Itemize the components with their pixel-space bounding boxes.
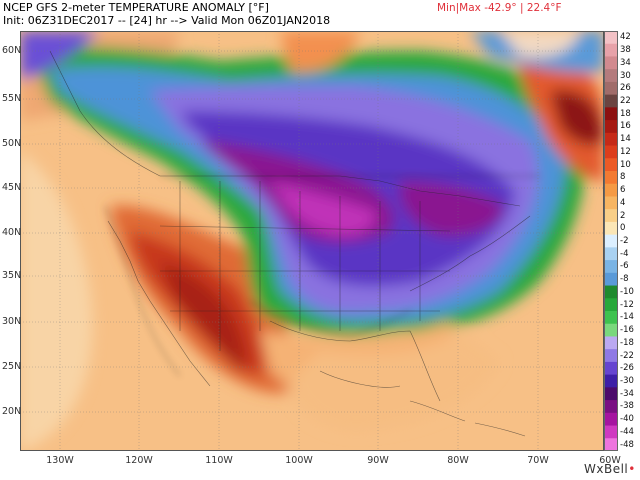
colorbar-label: -12 [620,299,634,310]
graticule [20,31,604,451]
chart-title: NCEP GFS 2-meter TEMPERATURE ANOMALY [°F… [3,1,269,14]
colorbar-label: -22 [620,350,634,361]
colorbar-label: 12 [620,146,631,157]
colorbar-label: -48 [620,439,634,450]
colorbar-label: -38 [620,401,634,412]
colorbar-swatch [604,81,618,96]
colorbar-label: 6 [620,185,626,196]
colorbar [604,31,618,451]
colorbar-swatch [604,285,618,299]
colorbar-swatch [604,311,618,325]
colorbar-label: 34 [620,57,631,68]
colorbar-label: 8 [620,172,626,183]
temperature-anomaly-map [20,31,604,451]
colorbar-label: -14 [620,312,634,323]
colorbar-swatch [604,260,618,274]
colorbar-label: -34 [620,388,634,399]
colorbar-swatch [604,412,618,427]
lat-label: 45N [2,182,22,193]
colorbar-label: 14 [620,134,631,145]
colorbar-swatch [604,234,618,248]
colorbar-label: 10 [620,159,631,170]
colorbar-swatch [604,145,618,159]
colorbar-swatch [604,336,618,350]
colorbar-label: 18 [620,108,631,119]
colorbar-swatch [604,171,618,185]
lat-label: 35N [2,270,22,281]
min-max-readout: Min|Max -42.9° | 22.4°F [437,2,562,14]
colorbar-label: 22 [620,96,631,106]
colorbar-label: 4 [620,197,626,208]
lat-label: 50N [2,138,22,149]
colorbar-swatch [604,69,618,83]
colorbar-swatch [604,247,618,261]
colorbar-label: 30 [620,70,631,81]
colorbar-swatch [604,132,618,147]
lon-label: 130W [46,455,74,466]
brand-name: WxBell [584,462,629,476]
colorbar-label: -4 [620,248,629,259]
colorbar-label: -18 [620,337,634,348]
colorbar-label: -8 [620,274,629,285]
colorbar-label: -44 [620,426,634,437]
colorbar-label: 26 [620,83,631,94]
lat-label: 30N [2,316,22,327]
colorbar-label: -6 [620,261,629,272]
colorbar-swatch [604,438,618,451]
colorbar-label: -26 [620,363,634,374]
colorbar-swatch [604,107,618,121]
lon-label: 60W [599,455,621,466]
colorbar-swatch [604,183,618,197]
lon-label: 80W [447,455,469,466]
colorbar-label: -40 [620,414,634,425]
colorbar-swatch [604,209,618,223]
colorbar-label: 42 [620,32,631,43]
lat-label: 60N [2,45,22,56]
lon-label: 70W [527,455,549,466]
colorbar-swatch [604,120,618,134]
colorbar-label: 2 [620,210,626,221]
colorbar-label: -16 [620,325,634,336]
colorbar-swatch [604,94,618,108]
colorbar-swatch [604,349,618,363]
init-valid-line: Init: 06Z31DEC2017 -- [24] hr --> Valid … [3,14,331,27]
colorbar-swatch [604,361,618,376]
colorbar-label: -10 [620,286,634,297]
colorbar-swatch [604,31,618,45]
lat-label: 40N [2,227,22,238]
colorbar-label: 0 [620,223,626,234]
lon-label: 110W [205,455,233,466]
wxbell-logo: WxBell• [584,462,636,476]
colorbar-swatch [604,400,618,414]
colorbar-swatch [604,298,618,312]
colorbar-swatch [604,425,618,439]
lon-label: 100W [285,455,313,466]
colorbar-swatch [604,158,618,172]
colorbar-swatch [604,387,618,401]
colorbar-swatch [604,272,618,287]
colorbar-swatch [604,374,618,388]
lat-label: 55N [2,93,22,104]
colorbar-label: -2 [620,236,629,246]
lat-label: 20N [2,406,22,417]
colorbar-label: 38 [620,45,631,56]
colorbar-frame [604,31,618,451]
political-borders [49,50,531,437]
lat-label: 25N [2,361,22,372]
colorbar-swatch [604,43,618,57]
colorbar-swatch [604,323,618,337]
colorbar-label: 16 [620,121,631,132]
lon-label: 120W [125,455,153,466]
lon-label: 90W [367,455,389,466]
colorbar-swatch [604,196,618,210]
colorbar-label: -30 [620,376,634,386]
colorbar-swatch [604,221,618,236]
colorbar-swatch [604,56,618,70]
